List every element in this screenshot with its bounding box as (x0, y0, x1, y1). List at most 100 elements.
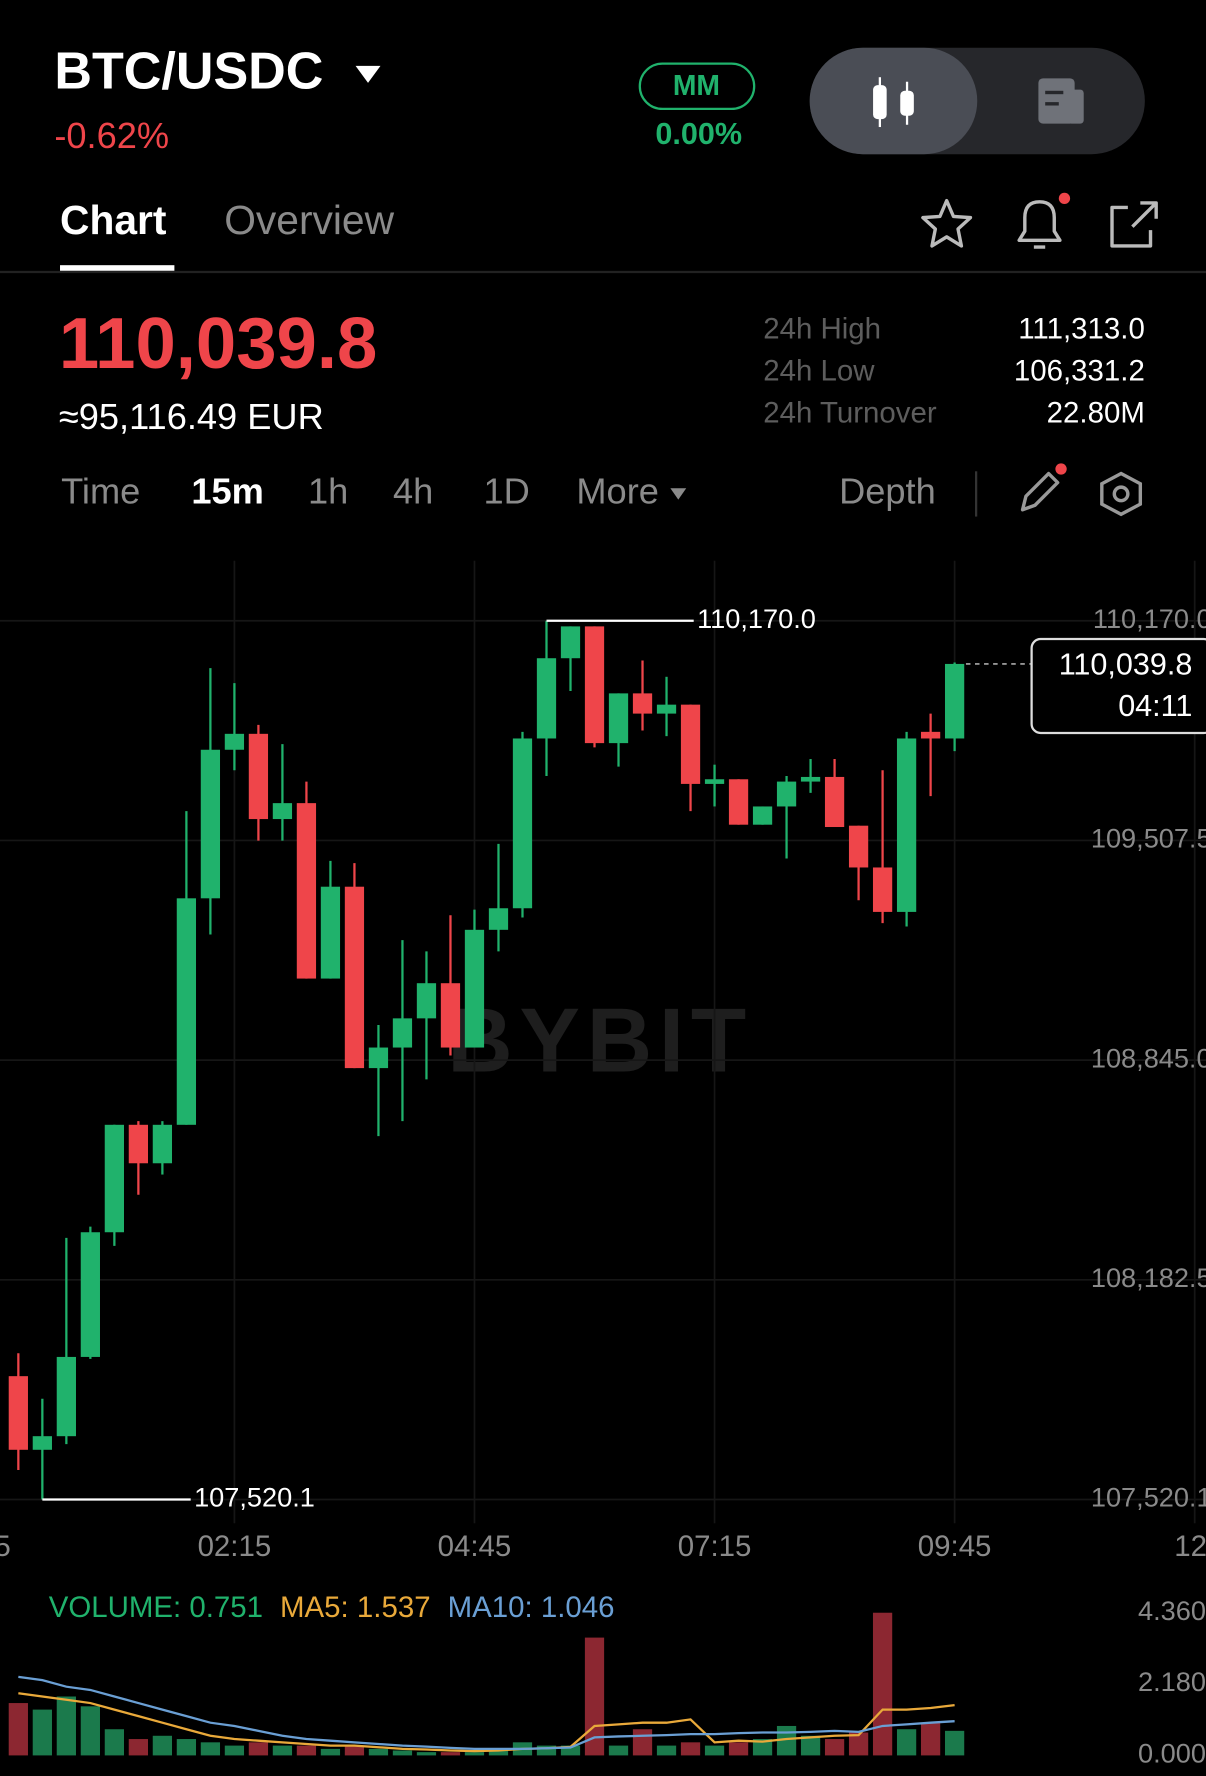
volume-bar (104, 1729, 124, 1756)
candle-body (344, 886, 365, 1069)
mm-pill[interactable] (638, 62, 756, 111)
volume-bar (848, 1732, 869, 1756)
tab-underline (60, 265, 175, 271)
y-tick-label: 107,520.1 (1091, 1482, 1206, 1513)
candle-body (872, 867, 893, 912)
candle-body (824, 776, 845, 828)
candle-body (896, 738, 917, 912)
candle-body (464, 929, 485, 1048)
settings-icon[interactable] (1100, 471, 1143, 517)
candle-body (632, 693, 653, 714)
volume-bar (560, 1745, 581, 1756)
candle-body (296, 803, 317, 979)
alert-icon[interactable] (1017, 200, 1062, 249)
interval[interactable]: Time (61, 471, 140, 512)
candle-body (80, 1232, 100, 1357)
volume-bar (656, 1745, 677, 1756)
candle-body (152, 1124, 173, 1164)
candle-body (800, 776, 821, 782)
candle-body (776, 781, 797, 807)
candle-body (848, 825, 869, 868)
volume-bar (488, 1748, 509, 1756)
candle-body (944, 663, 965, 739)
stat-label: 24h Turnover (763, 396, 937, 429)
volume-bar (728, 1742, 749, 1756)
volume-bar (464, 1752, 485, 1756)
settings-icon-center (1112, 485, 1130, 503)
volume-bar (8, 1703, 28, 1756)
alert-dot (1058, 192, 1071, 205)
doc-icon[interactable] (1038, 78, 1084, 124)
candle-body (32, 1436, 52, 1450)
volume-bar (824, 1739, 845, 1756)
x-tick-label: 07:15 (678, 1530, 752, 1563)
candle-body (368, 1047, 389, 1069)
volume-bar (152, 1735, 173, 1756)
draw-dot (1055, 463, 1067, 475)
min-label: 107,520.1 (194, 1482, 315, 1513)
volume-bar (128, 1739, 149, 1756)
y-tick-label: 108,845.0 (1091, 1042, 1206, 1073)
candle-body (248, 733, 269, 820)
draw-icon[interactable] (1020, 471, 1060, 512)
volume-legend: MA10: 1.046 (448, 1591, 615, 1624)
volume-tick-label: 2.180 (1138, 1666, 1206, 1697)
ma10-line (18, 1675, 955, 1751)
volume-bar (632, 1729, 653, 1756)
volume-bar (536, 1745, 557, 1756)
volume-bar (248, 1742, 269, 1756)
candle-body (752, 806, 773, 825)
candle-body (560, 626, 581, 659)
candle-body (56, 1356, 76, 1437)
favorite-icon[interactable] (921, 198, 973, 248)
interval[interactable]: 1h (308, 471, 348, 512)
change: -0.62% (54, 115, 169, 156)
candle-body (416, 983, 437, 1019)
x-tick-label: 09:45 (918, 1530, 992, 1563)
pair[interactable]: BTC/USDC (54, 43, 323, 101)
candle-body (272, 803, 293, 820)
candle-body (128, 1124, 149, 1164)
more-caret (670, 488, 687, 500)
volume-bar (440, 1752, 461, 1756)
tab-chart[interactable]: Chart (60, 197, 167, 243)
interval[interactable]: 4h (393, 471, 433, 512)
candle-icon (873, 77, 914, 128)
interval[interactable]: 1D (484, 471, 530, 512)
candle-body (8, 1376, 28, 1450)
candle-body (440, 983, 461, 1048)
volume-bar (872, 1612, 893, 1756)
candle-body (680, 704, 701, 784)
volume-bar (752, 1739, 773, 1756)
divider (974, 471, 978, 517)
volume-bar (320, 1748, 341, 1756)
depth[interactable]: Depth (839, 471, 936, 512)
volume-bar (896, 1729, 917, 1756)
interval-more[interactable]: More (576, 471, 659, 512)
volume-legend: VOLUME: 0.751 (49, 1591, 263, 1624)
pair-dropdown[interactable] (355, 65, 381, 83)
toggle-active[interactable] (809, 47, 978, 155)
volume-bar (200, 1742, 221, 1756)
candle-body (176, 898, 197, 1125)
x-tick-label: 45 (0, 1530, 11, 1563)
tab-overview[interactable]: Overview (224, 197, 394, 243)
volume-bar (224, 1745, 245, 1756)
volume-bar (416, 1752, 437, 1756)
chart-layer: BYBIT 110,170.0 109,507.5 108,845.0 108,182.… (0, 560, 1206, 1769)
volume-bar (368, 1748, 389, 1756)
candle-body (224, 733, 245, 750)
mm-value: 0.00% (655, 117, 742, 151)
volume-bar (392, 1750, 413, 1756)
interval-active[interactable]: 15m (191, 471, 264, 512)
share-icon[interactable] (1110, 201, 1158, 248)
stat-value: 111,313.0 (1018, 313, 1145, 346)
candle-body (656, 704, 677, 714)
volume-bar (680, 1742, 701, 1756)
candle-body (728, 779, 749, 825)
candle-body (920, 731, 941, 739)
volume-tick-label: 0.000 (1138, 1738, 1206, 1769)
volume-bar (296, 1745, 317, 1756)
